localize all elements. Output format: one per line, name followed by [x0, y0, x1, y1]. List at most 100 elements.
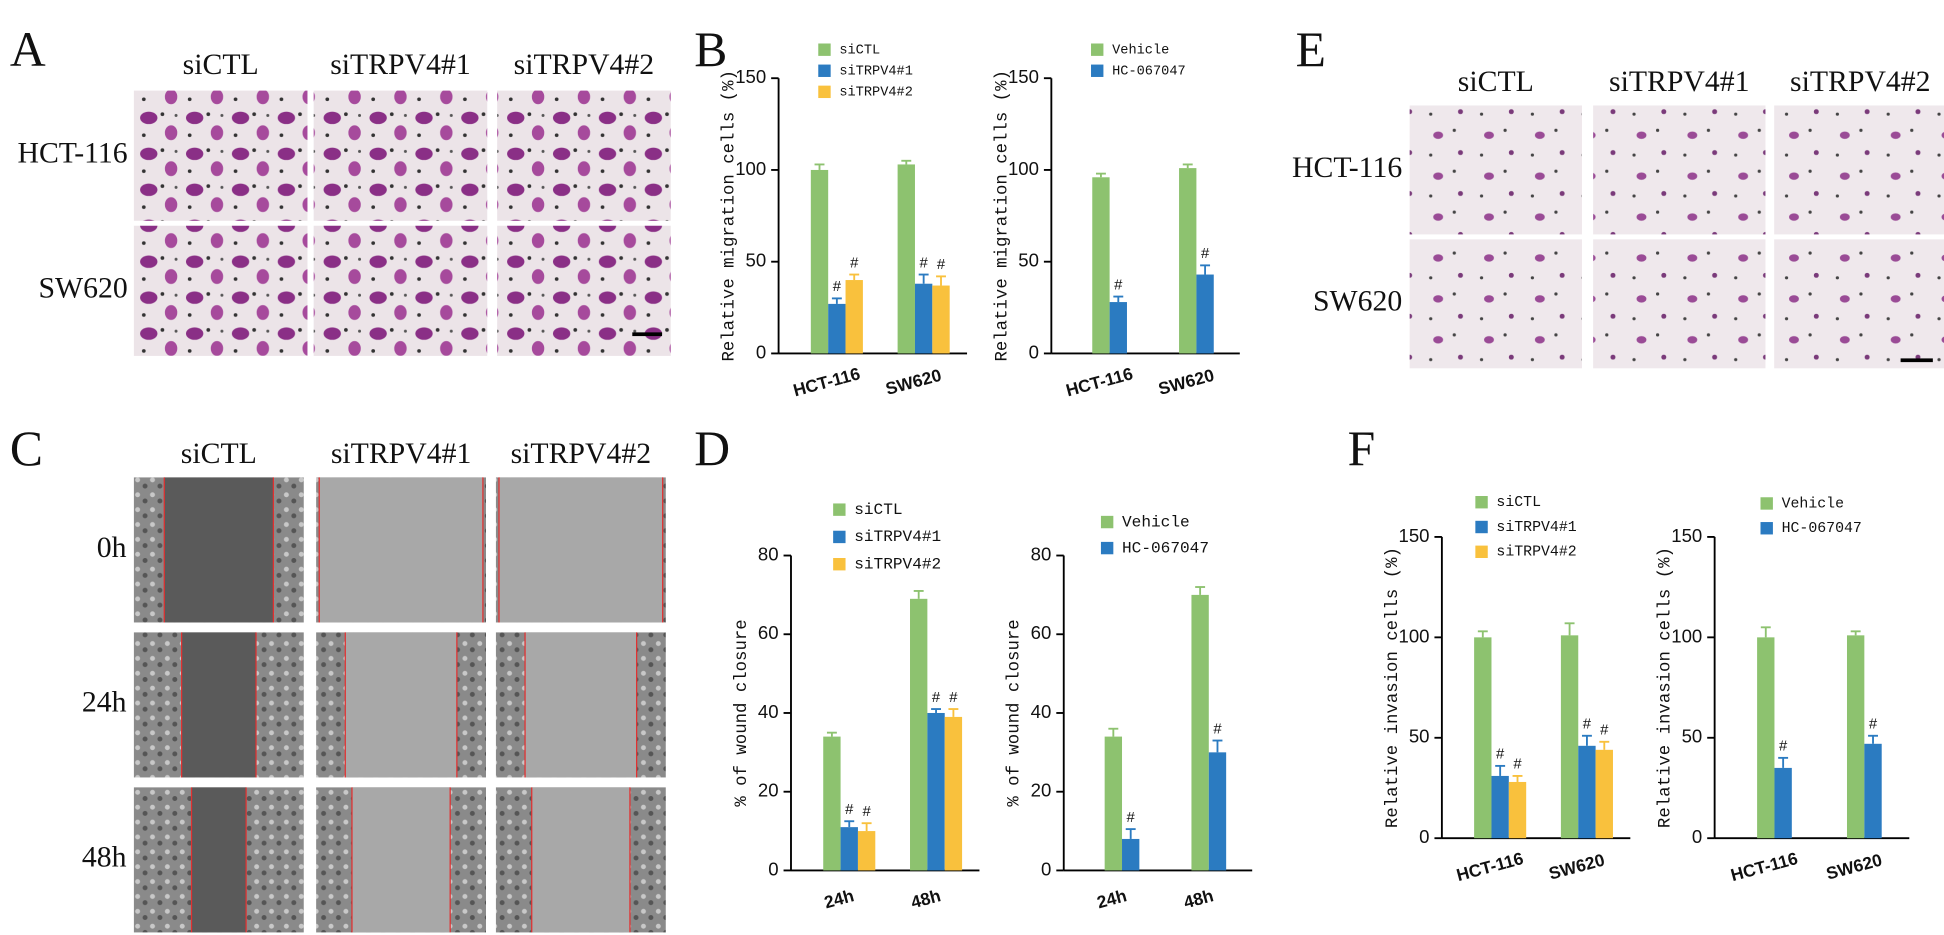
- bar: [1560, 635, 1579, 839]
- micrograph: [313, 90, 488, 221]
- wound-gap: [351, 787, 451, 933]
- y-tick-label: 50: [1409, 726, 1430, 747]
- legend-swatch: [818, 64, 831, 77]
- legend-swatch: [1100, 541, 1114, 555]
- wound-gap: [531, 787, 630, 933]
- y-tick-label: 150: [1398, 525, 1429, 546]
- micrograph: [133, 225, 308, 356]
- column-label: siCTL: [1458, 65, 1534, 98]
- y-tick-label: 40: [758, 701, 779, 722]
- significance-mark: #: [937, 257, 946, 273]
- y-axis-label: Relative invasion cells (%): [1384, 547, 1403, 828]
- significance-mark: #: [1114, 277, 1123, 293]
- legend-swatch: [1091, 43, 1104, 56]
- wound-gap: [181, 632, 257, 778]
- bar: [1474, 637, 1492, 839]
- legend-swatch: [1760, 522, 1773, 535]
- significance-mark: #: [932, 690, 941, 706]
- legend-swatch: [1760, 497, 1773, 510]
- y-tick-label: 60: [1031, 622, 1052, 643]
- bar: [1491, 775, 1509, 839]
- legend-swatch: [1475, 520, 1488, 534]
- bar: [910, 598, 928, 871]
- row-label: SW620: [38, 272, 127, 305]
- bar: [1191, 594, 1209, 871]
- significance-mark: #: [1127, 810, 1136, 826]
- bar: [1109, 302, 1127, 354]
- micrograph: [497, 90, 671, 221]
- legend-label: siCTL: [839, 43, 880, 58]
- significance-mark: #: [920, 255, 929, 271]
- y-tick-label: 50: [1682, 726, 1703, 747]
- bar: [1208, 752, 1227, 871]
- legend-swatch: [833, 558, 846, 571]
- scale-bar: [1900, 358, 1933, 363]
- micrograph: [1409, 239, 1582, 369]
- significance-mark: #: [1201, 246, 1210, 262]
- y-tick-label: 80: [758, 543, 779, 564]
- bar: [897, 164, 915, 354]
- legend-label: siTRPV4#1: [839, 64, 913, 79]
- bar: [1179, 168, 1197, 354]
- significance-mark: #: [1869, 717, 1878, 733]
- legend-label: siTRPV4#2: [854, 555, 941, 573]
- legend-label: siTRPV4#2: [1496, 545, 1576, 561]
- bar: [1864, 743, 1882, 839]
- micrograph: [1774, 239, 1944, 369]
- x-tick-label: HCT-116: [1064, 363, 1136, 400]
- micrograph: [313, 225, 488, 356]
- significance-mark: #: [1779, 739, 1788, 755]
- legend-label: siTRPV4#1: [1496, 520, 1576, 536]
- legend-label: HC-067047: [1112, 64, 1186, 79]
- legend-label: HC-067047: [1122, 539, 1209, 557]
- bar: [1122, 838, 1140, 871]
- panel-letter: F: [1348, 421, 1376, 476]
- column-label: siTRPV4#1: [331, 437, 472, 470]
- legend-swatch: [1091, 64, 1104, 77]
- legend-swatch: [833, 503, 846, 516]
- bar: [828, 303, 846, 354]
- micrograph: [497, 225, 671, 356]
- wound-gap: [319, 477, 483, 623]
- y-axis-label: Relative migration cells (%): [721, 70, 740, 361]
- y-tick-label: 0: [1041, 858, 1051, 879]
- significance-mark: #: [862, 804, 871, 820]
- x-tick-label: SW620: [1156, 365, 1216, 399]
- y-axis-label: Relative invasion cells (%): [1657, 547, 1676, 828]
- y-tick-label: 100: [1398, 625, 1429, 646]
- legend-label: siCTL: [854, 501, 902, 519]
- column-label: siTRPV4#2: [1790, 65, 1931, 98]
- bar: [1578, 745, 1596, 839]
- y-tick-label: 150: [1008, 66, 1039, 87]
- y-tick-label: 60: [758, 622, 779, 643]
- significance-mark: #: [949, 690, 958, 706]
- bar: [1196, 274, 1214, 354]
- significance-mark: #: [850, 255, 859, 271]
- y-tick-label: 50: [1018, 250, 1039, 271]
- bar: [944, 716, 963, 871]
- y-tick-label: 150: [735, 66, 766, 87]
- y-tick-label: 0: [756, 341, 766, 362]
- bar: [932, 285, 950, 354]
- micrograph: [1593, 105, 1766, 235]
- x-tick-label: 24h: [1095, 885, 1129, 912]
- legend-swatch: [818, 85, 831, 99]
- scale-bar: [632, 332, 663, 337]
- y-tick-label: 20: [1031, 780, 1052, 801]
- legend-swatch: [1475, 496, 1488, 509]
- column-label: siCTL: [183, 48, 259, 81]
- row-label: SW620: [1313, 285, 1402, 318]
- panel-letter: B: [694, 22, 727, 77]
- bar: [927, 712, 945, 871]
- row-label: HCT-116: [1292, 151, 1402, 184]
- row-label: 48h: [82, 841, 127, 874]
- wound-gap: [345, 632, 457, 778]
- micrograph: [1593, 239, 1766, 369]
- y-tick-label: 80: [1031, 543, 1052, 564]
- y-tick-label: 100: [1671, 625, 1702, 646]
- bar: [914, 283, 933, 354]
- column-label: siCTL: [181, 437, 257, 470]
- panel-letter: D: [694, 421, 730, 476]
- bar: [857, 831, 876, 871]
